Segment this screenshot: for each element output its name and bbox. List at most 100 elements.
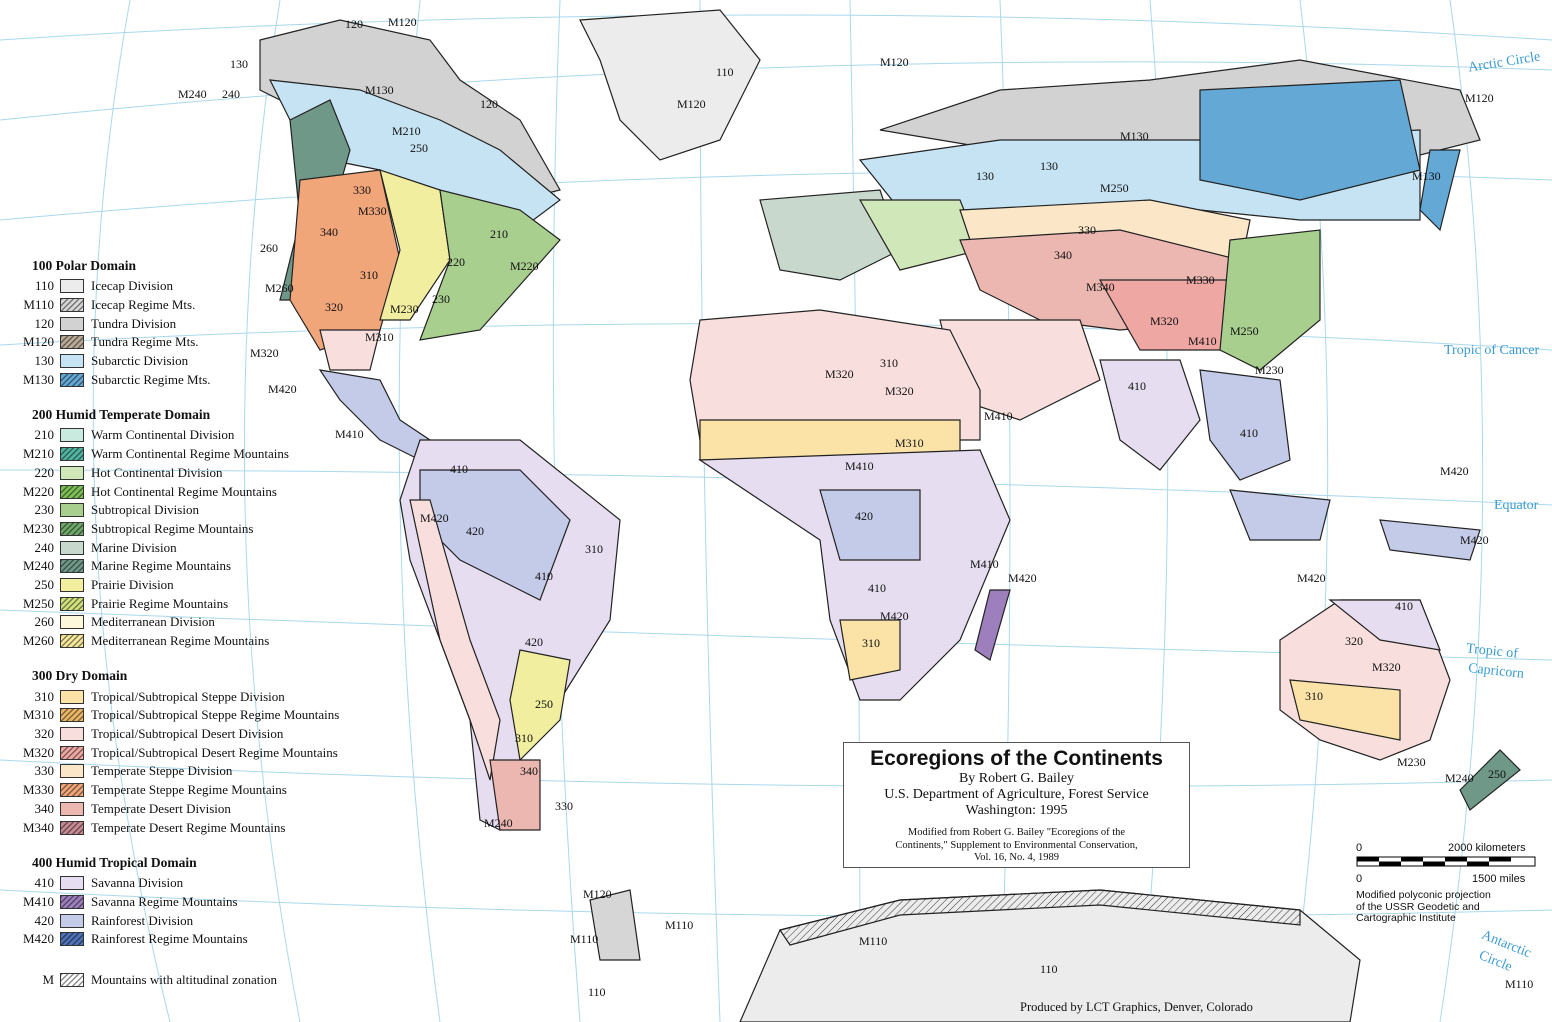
se-asia (1199, 369, 1291, 481)
legend-label: Subarctic Regime Mts. (91, 371, 211, 387)
legend-swatch (60, 484, 84, 499)
map-label: M250 (1100, 181, 1129, 195)
legend-row: 310 Tropical/Subtropical Steppe Division (6, 687, 386, 706)
map-label: M410 (984, 409, 1013, 423)
author: By Robert G. Bailey (958, 771, 1075, 786)
legend-row: M240 Marine Regime Mountains (6, 557, 386, 576)
indonesia (1229, 489, 1331, 541)
map-label: M110 (1505, 977, 1533, 991)
legend-swatch (60, 634, 84, 649)
legend-row: M110 Icecap Regime Mts. (6, 296, 386, 315)
map-label: 330 (353, 183, 371, 197)
map-label: M230 (390, 302, 419, 316)
legend-row: 260 Mediterranean Division (6, 613, 386, 632)
legend-swatch (60, 972, 84, 987)
legend-code: 110 (34, 278, 54, 294)
legend-row: M420 Rainforest Regime Mountains (6, 930, 386, 949)
legend-mountains-row: M Mountains with altitudinal zonation (6, 971, 386, 990)
legend-code: M420 (22, 931, 54, 947)
legend-swatch (60, 540, 84, 555)
australia-steppe (1289, 679, 1401, 741)
kamchatka (1419, 149, 1461, 232)
legend-label: Subtropical Division (91, 502, 199, 518)
legend-label: Subarctic Division (91, 353, 189, 369)
map-label: 310 (360, 268, 378, 282)
greenland (579, 9, 761, 161)
legend-row: 340 Temperate Desert Division (6, 800, 386, 819)
legend-code: M330 (22, 782, 54, 798)
legend-label: Temperate Steppe Division (91, 763, 233, 779)
sa-pampas (509, 649, 571, 762)
legend-label: Icecap Regime Mts. (91, 297, 196, 313)
legend-label: Temperate Desert Division (91, 800, 231, 816)
map-label: 410 (1395, 599, 1413, 613)
legend-code: 230 (34, 502, 55, 518)
legend-code: M310 (22, 707, 54, 723)
legend-label: Prairie Division (91, 576, 174, 592)
map-label: 410 (868, 581, 886, 595)
legend-row: 330 Temperate Steppe Division (6, 762, 386, 781)
scale-graphic (1356, 856, 1536, 867)
map-label: M120 (388, 15, 417, 29)
legend-row: M230 Subtropical Regime Mountains (6, 520, 386, 539)
legend-label: Hot Continental Regime Mountains (91, 483, 277, 499)
map-label: 230 (432, 292, 450, 306)
legend-row: 320 Tropical/Subtropical Desert Division (6, 725, 386, 744)
congo (819, 489, 921, 561)
legend-code: M410 (22, 893, 54, 909)
legend-label: Marine Division (91, 539, 177, 555)
legend-code: M210 (22, 446, 54, 462)
map-label: M260 (265, 281, 294, 295)
legend-label: Mediterranean Division (91, 614, 215, 630)
map-label: 310 (515, 731, 533, 745)
legend-code: 250 (34, 576, 55, 592)
legend-swatch (60, 447, 84, 462)
map-label: 320 (1345, 634, 1363, 648)
map-label: 340 (320, 225, 338, 239)
legend-swatch (60, 465, 84, 480)
legend-row: 120 Tundra Division (6, 314, 386, 333)
australia-north (1328, 599, 1441, 651)
map-label: M420 (420, 511, 449, 525)
legend-swatch (60, 577, 84, 592)
legend-row: M340 Temperate Desert Regime Mountains (6, 818, 386, 837)
legend-row: 130 Subarctic Division (6, 352, 386, 371)
madagascar (974, 589, 1011, 661)
map-label: M420 (1008, 571, 1037, 585)
map-label: 210 (490, 227, 508, 241)
scale-km-label: 2000 kilometers (1448, 842, 1526, 854)
map-label: M130 (1120, 129, 1149, 143)
legend-row: 410 Savanna Division (6, 874, 386, 893)
legend-domain-group: 300 Dry Domain 310 Tropical/Subtropical St… (6, 668, 386, 837)
legend-code: M120 (22, 334, 54, 350)
map-label: M320 (825, 367, 854, 381)
map-label: M210 (392, 124, 421, 138)
china-east (1219, 229, 1321, 371)
legend-swatch (60, 428, 84, 443)
legend-swatch (60, 876, 84, 891)
map-label: M320 (885, 384, 914, 398)
legend-code: 120 (34, 315, 55, 331)
scale-bar: 0 2000 kilometers 0 1500 miles Modified … (1356, 842, 1546, 925)
legend-row: 110 Icecap Division (6, 277, 386, 296)
map-label: M330 (1186, 273, 1215, 287)
map-label: M230 (1255, 363, 1284, 377)
title-box: Ecoregions of the Continents By Robert G… (843, 742, 1190, 868)
legend-row: 210 Warm Continental Division (6, 426, 386, 445)
legend-code: M230 (22, 520, 54, 536)
map-label: M110 (665, 918, 693, 932)
legend-code: 410 (34, 875, 55, 891)
legend-label: Rainforest Division (91, 912, 194, 928)
map-label: M420 (1297, 571, 1326, 585)
map-label: M410 (335, 427, 364, 441)
legend-label: Icecap Division (91, 278, 173, 294)
projection-note: Modified polyconic projection of the USS… (1356, 889, 1546, 925)
legend-swatch (60, 354, 84, 369)
legend-code: 320 (34, 726, 55, 742)
production-credit: Produced by LCT Graphics, Denver, Colora… (1020, 1000, 1253, 1014)
map-label: M310 (895, 436, 924, 450)
scale-zero-km: 0 (1356, 842, 1363, 854)
source-note-line: Vol. 16, No. 4, 1989 (974, 852, 1059, 863)
tropic-of-cancer-label: Tropic of Cancer (1444, 343, 1540, 358)
